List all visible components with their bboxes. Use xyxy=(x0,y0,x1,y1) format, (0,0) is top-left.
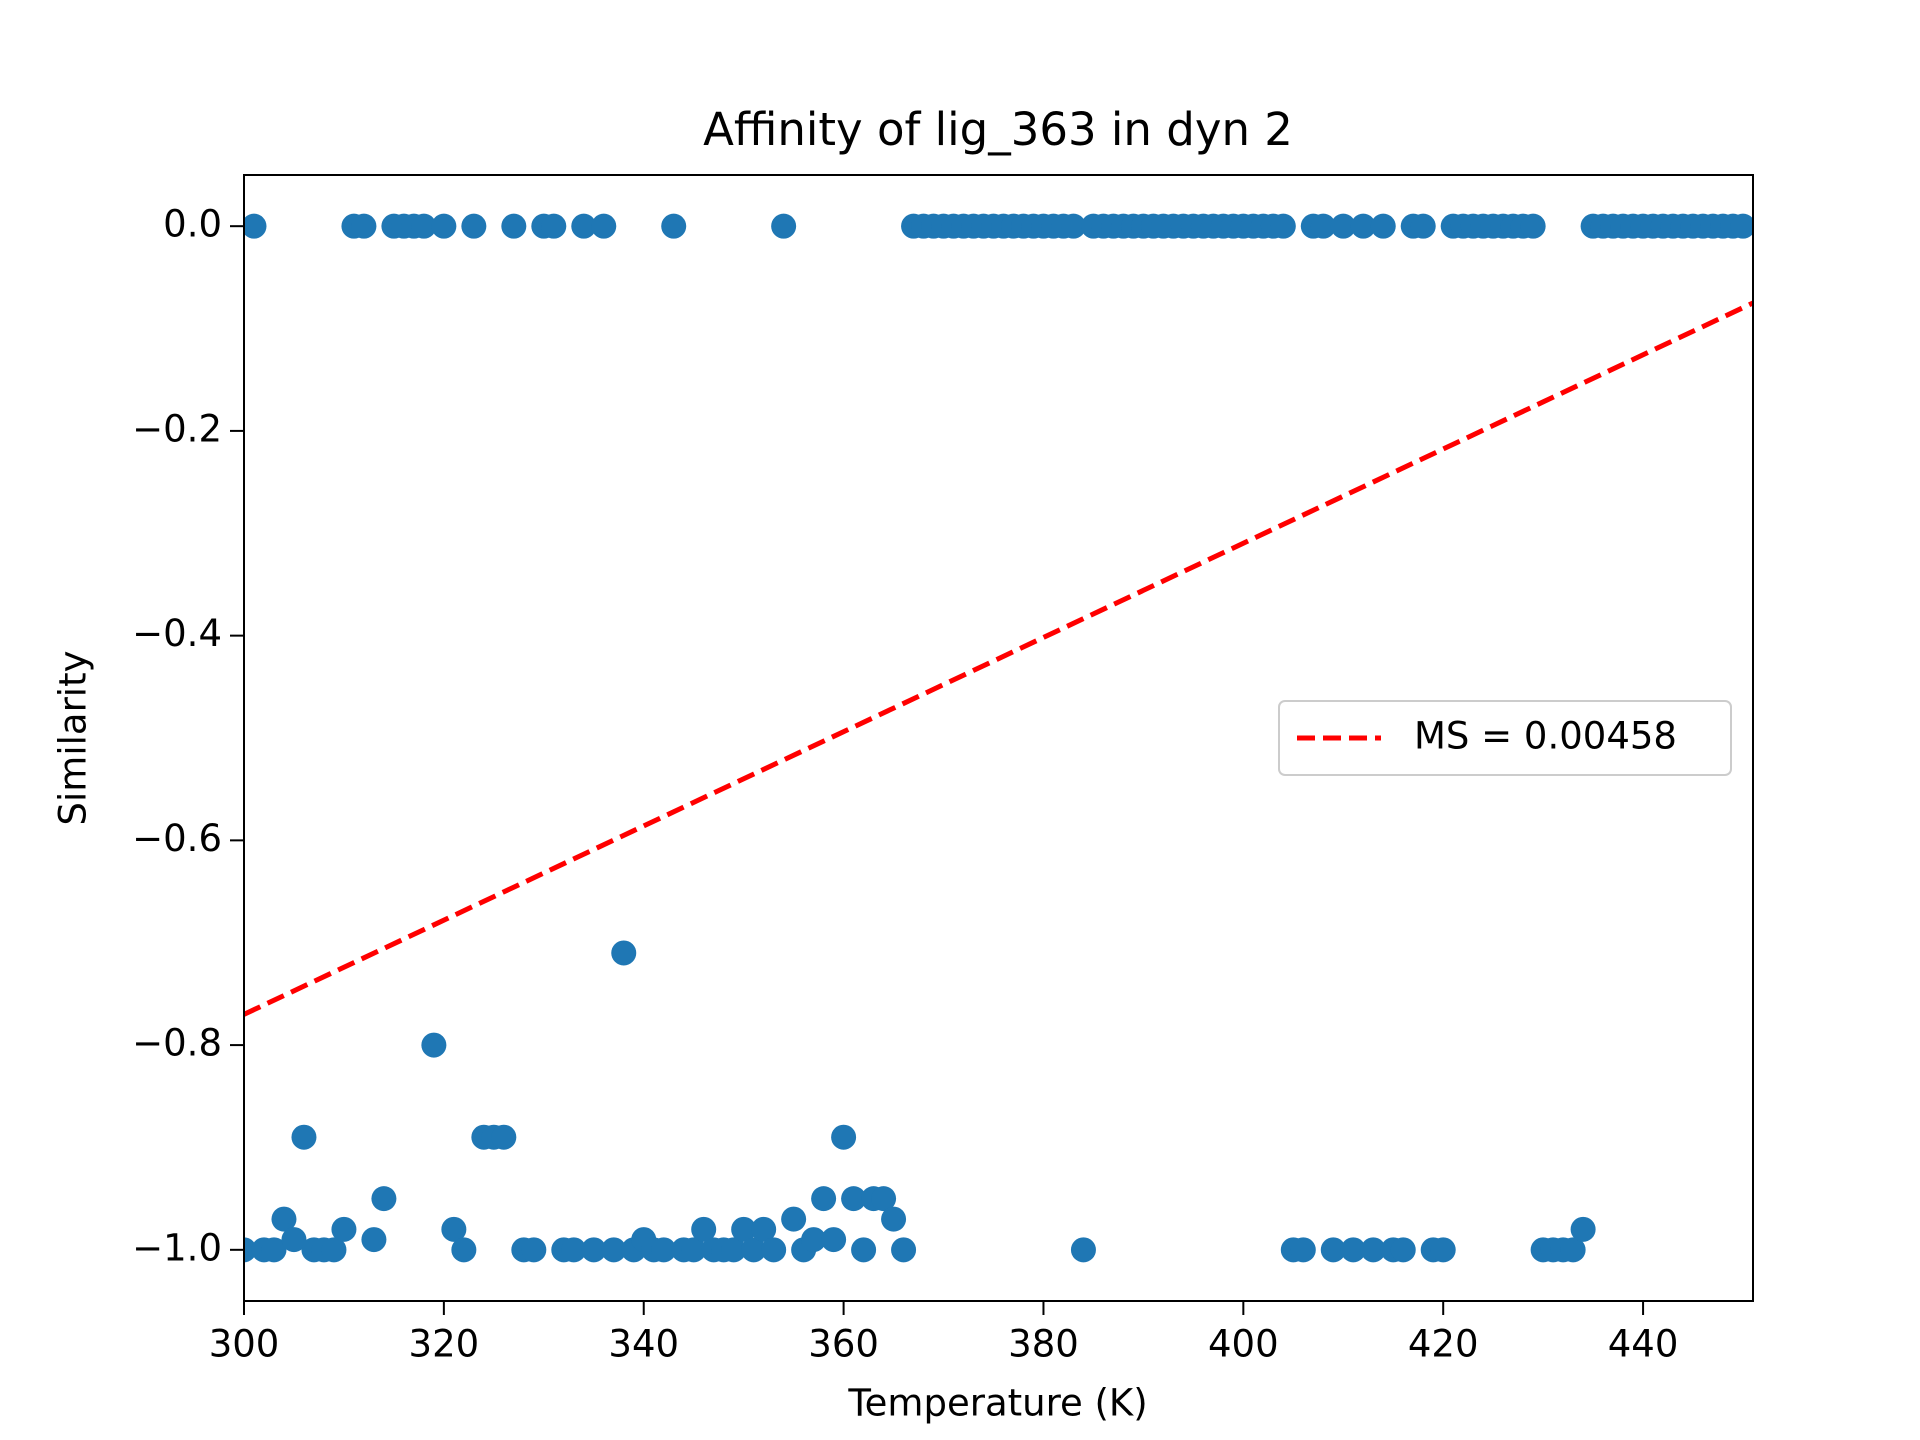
point xyxy=(1340,1237,1366,1263)
x-axis-label: Temperature (K) xyxy=(847,1382,1147,1425)
point xyxy=(411,213,437,239)
point xyxy=(731,1216,757,1242)
point xyxy=(371,1186,397,1212)
point xyxy=(1390,1237,1416,1263)
point xyxy=(261,1237,287,1263)
point xyxy=(541,213,567,239)
point xyxy=(441,1216,467,1242)
point xyxy=(491,1124,517,1150)
point xyxy=(1070,1237,1096,1263)
point xyxy=(1370,213,1396,239)
plot-frame xyxy=(243,174,1754,1302)
point xyxy=(1560,1237,1586,1263)
point xyxy=(571,213,597,239)
point xyxy=(661,213,687,239)
point xyxy=(244,213,267,239)
point xyxy=(591,213,617,239)
point xyxy=(1430,1237,1456,1263)
point xyxy=(331,1216,357,1242)
point xyxy=(1330,213,1356,239)
x-tick-label: 380 xyxy=(1008,1323,1079,1366)
point xyxy=(1310,213,1336,239)
point xyxy=(1290,1237,1316,1263)
x-tick-label: 340 xyxy=(608,1323,679,1366)
point xyxy=(421,1032,447,1058)
point xyxy=(1320,1237,1346,1263)
point xyxy=(881,1206,907,1232)
point xyxy=(781,1206,807,1232)
x-tick-label: 300 xyxy=(209,1323,280,1366)
point xyxy=(581,1237,607,1263)
point xyxy=(1060,213,1086,239)
x-tick-label: 400 xyxy=(1208,1323,1279,1366)
point xyxy=(841,1186,867,1212)
point xyxy=(721,1237,747,1263)
point xyxy=(801,1227,827,1253)
plot-area xyxy=(244,213,1753,1263)
point xyxy=(271,1206,297,1232)
point xyxy=(751,1216,777,1242)
point xyxy=(1410,213,1436,239)
point xyxy=(1360,1237,1386,1263)
x-tick-label: 320 xyxy=(409,1323,480,1366)
point xyxy=(351,213,377,239)
point xyxy=(451,1237,477,1263)
point xyxy=(871,1186,897,1212)
point xyxy=(291,1124,317,1150)
point xyxy=(431,213,457,239)
y-axis-label: Similarity xyxy=(52,651,95,826)
point xyxy=(561,1237,587,1263)
point xyxy=(1730,213,1753,239)
point xyxy=(651,1237,677,1263)
legend-label: MS = 0.00458 xyxy=(1414,715,1677,758)
y-tick-label: −0.4 xyxy=(132,612,222,655)
point xyxy=(361,1227,387,1253)
point xyxy=(601,1237,627,1263)
x-tick-label: 420 xyxy=(1408,1323,1479,1366)
fit-line xyxy=(244,300,1753,1017)
point xyxy=(821,1227,847,1253)
x-tick-label: 440 xyxy=(1608,1323,1679,1366)
point xyxy=(691,1216,717,1242)
point xyxy=(681,1237,707,1263)
point xyxy=(1270,213,1296,239)
point xyxy=(521,1237,547,1263)
legend-box xyxy=(1278,700,1732,776)
point xyxy=(851,1237,877,1263)
point xyxy=(771,213,797,239)
point xyxy=(811,1186,837,1212)
point xyxy=(831,1124,857,1150)
y-tick-label: 0.0 xyxy=(163,203,222,246)
point xyxy=(891,1237,917,1263)
y-tick-label: −1.0 xyxy=(132,1226,222,1269)
point xyxy=(281,1227,307,1253)
y-tick-label: −0.8 xyxy=(132,1022,222,1065)
point xyxy=(761,1237,787,1263)
point xyxy=(1520,213,1546,239)
point xyxy=(741,1237,767,1263)
y-tick-label: −0.6 xyxy=(132,817,222,860)
point xyxy=(1350,213,1376,239)
point xyxy=(1570,1216,1596,1242)
point xyxy=(461,213,487,239)
x-tick-label: 360 xyxy=(808,1323,879,1366)
y-tick-label: −0.2 xyxy=(132,407,222,450)
point xyxy=(501,213,527,239)
point xyxy=(611,940,637,966)
chart-title: Affinity of lig_363 in dyn 2 xyxy=(703,103,1293,156)
point xyxy=(321,1237,347,1263)
